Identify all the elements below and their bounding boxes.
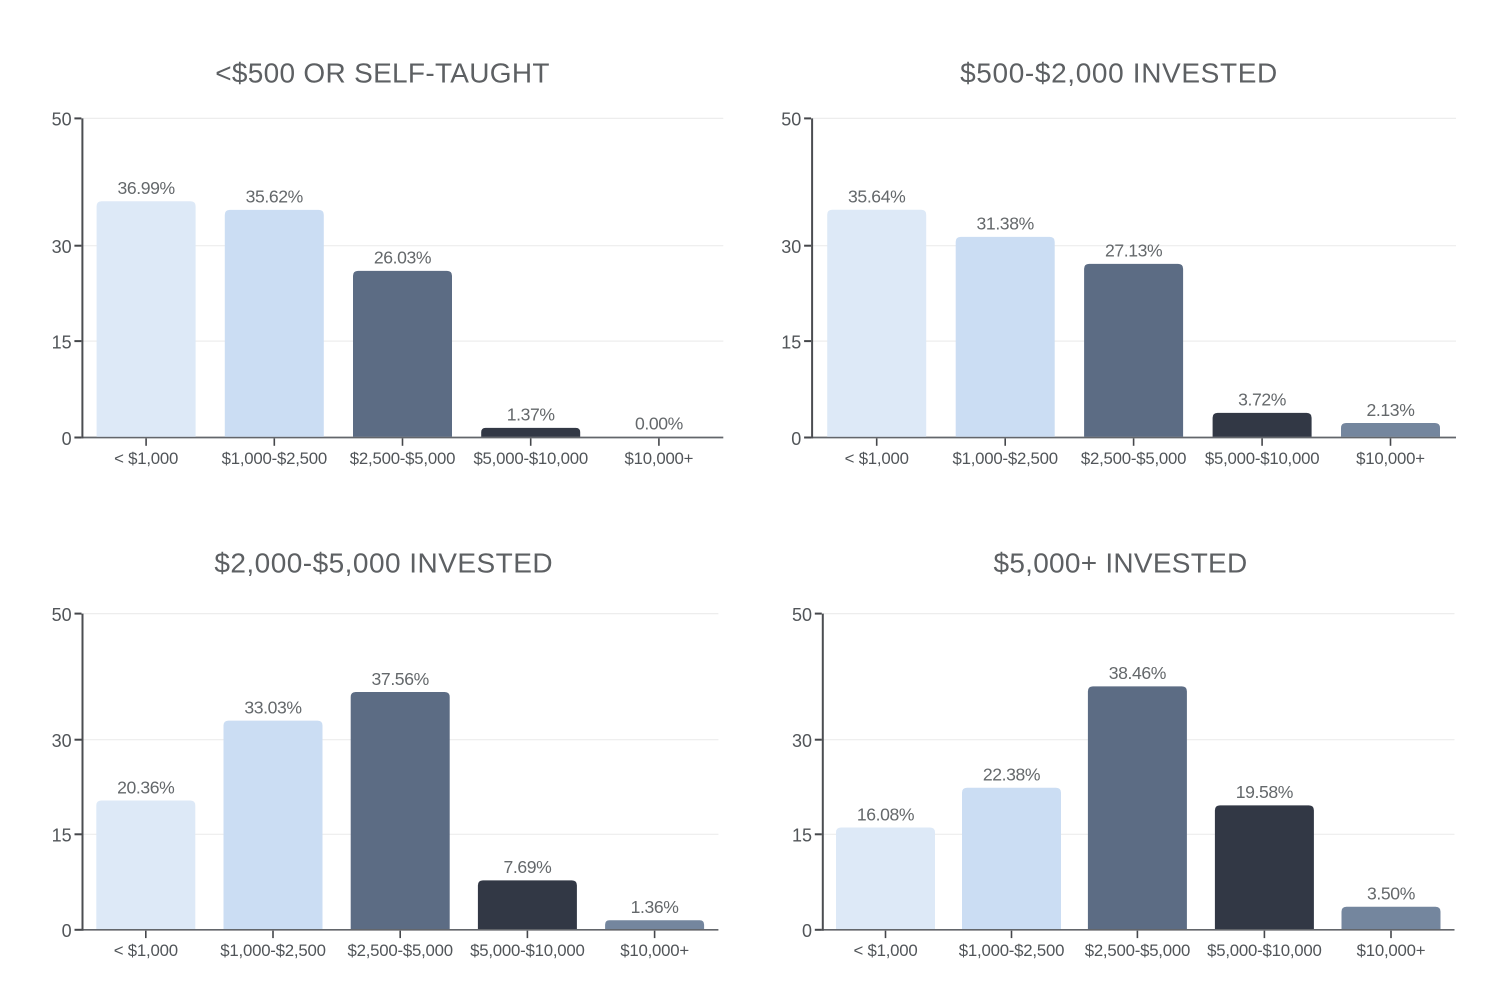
svg-text:3.50%: 3.50% [1367, 884, 1416, 904]
svg-text:30: 30 [52, 731, 72, 751]
svg-text:$10,000+: $10,000+ [620, 941, 689, 960]
svg-text:3.72%: 3.72% [1238, 390, 1287, 410]
svg-text:50: 50 [781, 110, 801, 130]
svg-text:15: 15 [781, 332, 801, 352]
svg-text:0: 0 [791, 429, 801, 449]
svg-text:0: 0 [802, 921, 812, 941]
svg-text:$5,000-$10,000: $5,000-$10,000 [1207, 941, 1322, 960]
svg-text:$2,500-$5,000: $2,500-$5,000 [1081, 449, 1186, 468]
svg-text:$2,500-$5,000: $2,500-$5,000 [1085, 941, 1190, 960]
svg-text:50: 50 [792, 605, 812, 625]
svg-text:19.58%: 19.58% [1236, 782, 1294, 802]
svg-text:< $1,000: < $1,000 [114, 449, 178, 468]
svg-text:33.03%: 33.03% [244, 697, 302, 717]
svg-text:30: 30 [52, 237, 72, 257]
svg-text:7.69%: 7.69% [503, 857, 552, 877]
svg-text:0: 0 [62, 921, 72, 941]
svg-text:$2,000-$5,000 INVESTED: $2,000-$5,000 INVESTED [214, 548, 553, 579]
svg-text:$10,000+: $10,000+ [625, 449, 694, 468]
svg-text:< $1,000: < $1,000 [853, 941, 917, 960]
svg-text:50: 50 [52, 605, 72, 625]
svg-text:22.38%: 22.38% [983, 765, 1041, 785]
svg-text:$2,500-$5,000: $2,500-$5,000 [348, 941, 453, 960]
svg-text:$1,000-$2,500: $1,000-$2,500 [953, 449, 1058, 468]
svg-text:36.99%: 36.99% [117, 178, 175, 198]
svg-text:$2,500-$5,000: $2,500-$5,000 [350, 449, 455, 468]
svg-text:20.36%: 20.36% [117, 777, 175, 797]
svg-text:0.00%: 0.00% [635, 413, 684, 433]
svg-text:37.56%: 37.56% [372, 669, 430, 689]
svg-text:31.38%: 31.38% [977, 214, 1035, 234]
svg-text:30: 30 [781, 237, 801, 257]
svg-text:16.08%: 16.08% [857, 804, 915, 824]
svg-text:38.46%: 38.46% [1109, 663, 1167, 683]
svg-text:$10,000+: $10,000+ [1357, 941, 1426, 960]
svg-text:30: 30 [792, 731, 812, 751]
svg-text:$1,000-$2,500: $1,000-$2,500 [220, 941, 325, 960]
svg-text:50: 50 [52, 110, 72, 130]
svg-text:0: 0 [62, 429, 72, 449]
svg-text:$10,000+: $10,000+ [1356, 449, 1425, 468]
svg-text:< $1,000: < $1,000 [114, 941, 178, 960]
svg-text:$500-$2,000 INVESTED: $500-$2,000 INVESTED [960, 58, 1278, 89]
svg-text:15: 15 [52, 826, 72, 846]
svg-text:$5,000-$10,000: $5,000-$10,000 [473, 449, 588, 468]
svg-text:2.13%: 2.13% [1367, 400, 1416, 420]
svg-text:26.03%: 26.03% [374, 248, 432, 268]
svg-text:27.13%: 27.13% [1105, 241, 1163, 261]
svg-text:< $1,000: < $1,000 [845, 449, 909, 468]
svg-text:$1,000-$2,500: $1,000-$2,500 [222, 449, 327, 468]
svg-text:<$500 OR SELF-TAUGHT: <$500 OR SELF-TAUGHT [215, 58, 550, 89]
svg-text:1.36%: 1.36% [631, 897, 680, 917]
svg-text:15: 15 [792, 826, 812, 846]
svg-text:35.64%: 35.64% [848, 187, 906, 207]
svg-text:$5,000-$10,000: $5,000-$10,000 [470, 941, 585, 960]
svg-text:35.62%: 35.62% [246, 187, 304, 207]
svg-text:15: 15 [52, 332, 72, 352]
svg-text:$5,000-$10,000: $5,000-$10,000 [1205, 449, 1320, 468]
svg-text:$5,000+ INVESTED: $5,000+ INVESTED [994, 548, 1248, 579]
svg-text:$1,000-$2,500: $1,000-$2,500 [959, 941, 1064, 960]
svg-text:1.37%: 1.37% [507, 405, 556, 425]
